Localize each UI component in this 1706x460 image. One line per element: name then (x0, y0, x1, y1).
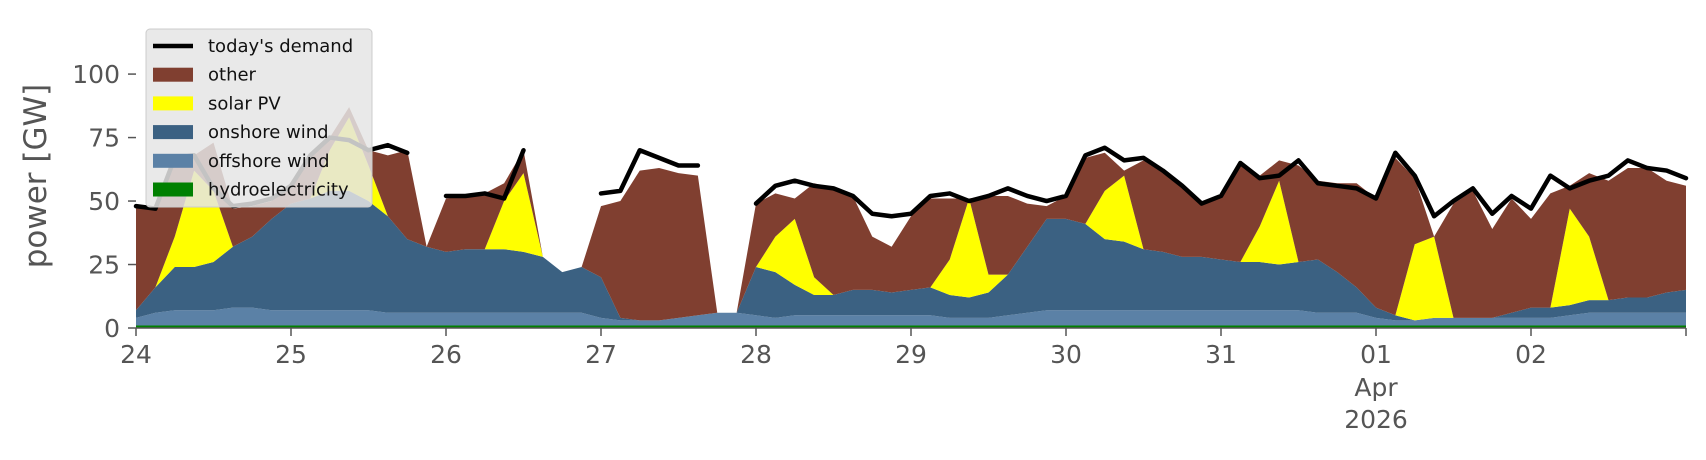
area-offshore-wind (136, 307, 1686, 326)
area-onshore-wind (136, 190, 1686, 321)
legend-label-solar-pv: solar PV (208, 93, 281, 114)
x-tick-label: 28 (740, 340, 772, 369)
y-tick-label: 25 (88, 251, 120, 280)
legend-label-offshore-wind: offshore wind (208, 151, 330, 172)
x-tick-label: 31 (1205, 340, 1237, 369)
area-other (136, 107, 1686, 321)
y-tick-label: 50 (88, 187, 120, 216)
legend-swatch-other (153, 67, 193, 82)
legend-box (145, 28, 373, 208)
legend-swatch-hydroelectricity (153, 182, 193, 197)
legend-swatch-solar-pv (153, 96, 193, 111)
y-tick-label: 100 (72, 60, 120, 89)
x-tick-label: 29 (895, 340, 927, 369)
legend-swatch-onshore-wind (153, 125, 193, 140)
x-tick-sublabel-year: 2026 (1344, 405, 1408, 434)
legend-label-today-s-demand: today's demand (208, 36, 353, 57)
y-tick-label: 75 (88, 124, 120, 153)
legend-label-other: other (208, 65, 257, 86)
legend: today's demand other solar PV onshore wind o… (145, 28, 373, 208)
legend-swatch-offshore-wind (153, 153, 193, 168)
axes-layer: 0 25 50 75 100 24 25 26 27 28 29 30 31 01 Apr 2026 02 (72, 60, 1687, 434)
x-tick-label: 24 (120, 340, 152, 369)
x-tick-label: 02 (1515, 340, 1547, 369)
x-tick-label: 30 (1050, 340, 1082, 369)
x-tick-label: 27 (585, 340, 617, 369)
y-tick-label: 0 (104, 314, 120, 343)
legend-label-onshore-wind: onshore wind (208, 122, 329, 143)
legend-label-hydroelectricity: hydroelectricity (208, 180, 349, 201)
x-tick-label: 26 (430, 340, 462, 369)
y-axis-label: power [GW] (18, 84, 54, 269)
x-tick-label: 01 (1360, 340, 1392, 369)
x-tick-sublabel-month: Apr (1354, 373, 1398, 402)
x-tick-label: 25 (275, 340, 307, 369)
